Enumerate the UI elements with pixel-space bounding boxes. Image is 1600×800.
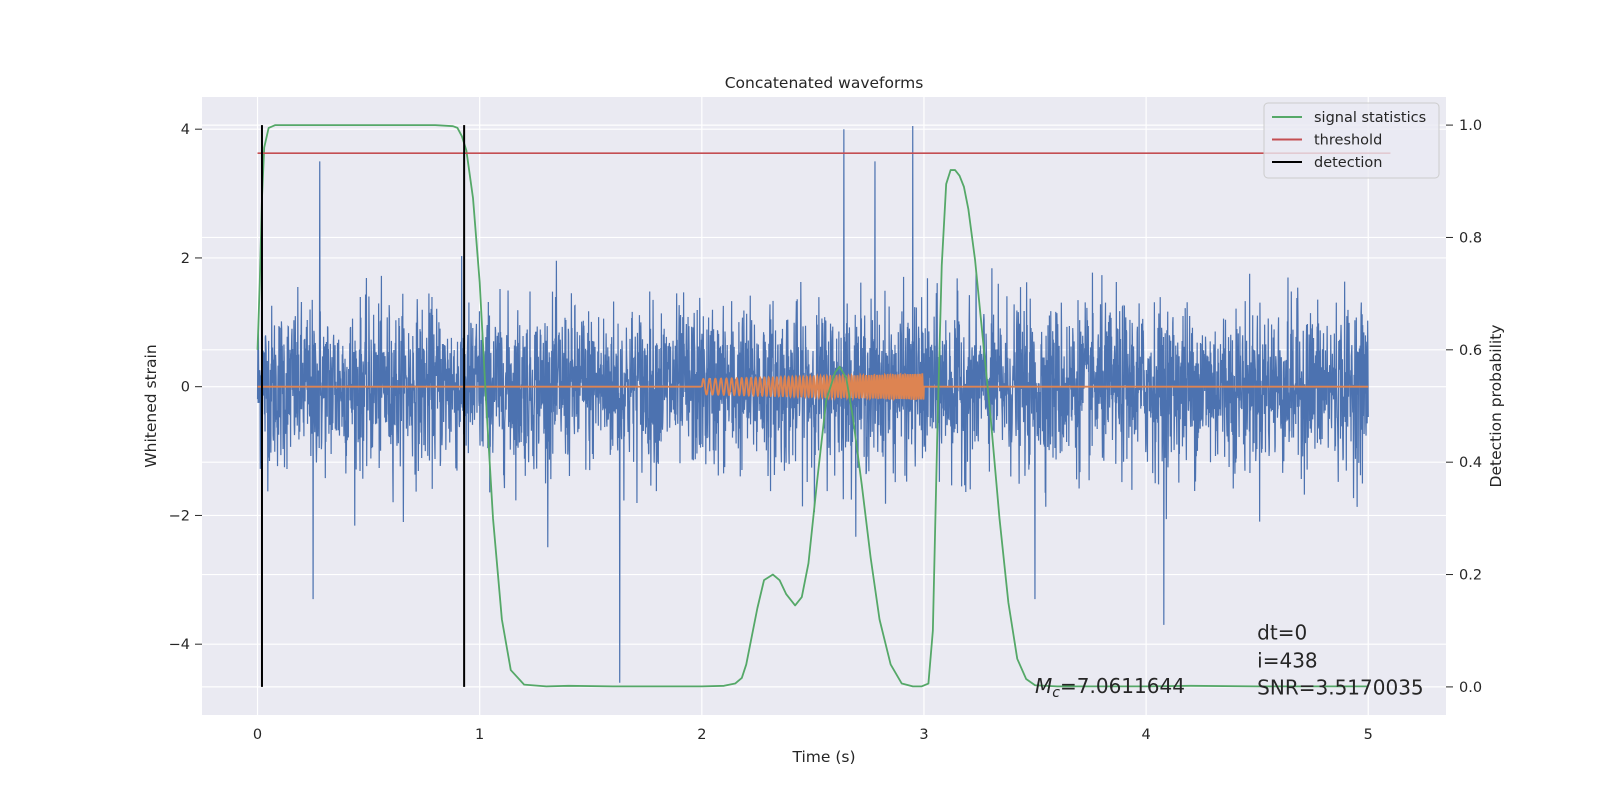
x-axis-label: Time (s) [791,748,855,766]
signal-statistics-line [256,124,1369,688]
y-right-tick-label: 0.4 [1459,455,1482,471]
x-tick-label: 3 [919,727,928,743]
chirp-mass-annotation: Mc=7.0611644 [1035,674,1185,701]
annotation-text: dt=0 [1257,621,1307,645]
legend-box [1263,102,1440,179]
y-tick-label: 2 [181,251,190,267]
x-tick-label: 5 [1364,727,1373,743]
strain-noise-series [256,125,1369,683]
annotations: Mc=7.0611644 dt=0 i=438 SNR=3.5170035 [1035,621,1424,701]
legend: signal statistics threshold detection [1263,102,1440,179]
y-tick-label: 0 [181,380,190,396]
y-tick-label: 4 [181,122,190,138]
x-tick-label: 1 [475,727,484,743]
y-axis-right-label: Detection probability [1487,325,1505,488]
legend-label: signal statistics [1314,110,1426,126]
legend-label: detection [1314,155,1382,171]
annotation-text: SNR=3.5170035 [1257,675,1423,699]
x-tick-label: 4 [1141,727,1150,743]
annotation-text: i=438 [1257,648,1318,672]
template-waveform-series [257,372,1369,402]
y-tick-label: −4 [169,637,190,653]
tick-labels: 0 1 2 3 4 5 −4 −2 0 2 4 0.0 0.2 0.4 0.6 0.8 1.0 [169,118,1482,743]
plot-data [256,124,1391,688]
chart-title: Concatenated waveforms [725,74,924,92]
x-tick-label: 0 [253,727,262,743]
y-right-tick-label: 0.0 [1459,680,1482,696]
legend-label: threshold [1314,133,1382,149]
y-right-tick-label: 0.2 [1459,568,1482,584]
y-right-tick-label: 0.6 [1459,343,1482,359]
y-right-tick-label: 1.0 [1459,118,1482,134]
y-right-tick-label: 0.8 [1459,230,1482,246]
x-tick-label: 2 [697,727,706,743]
y-axis-label: Whitened strain [142,344,160,467]
y-tick-label: −2 [169,508,190,524]
